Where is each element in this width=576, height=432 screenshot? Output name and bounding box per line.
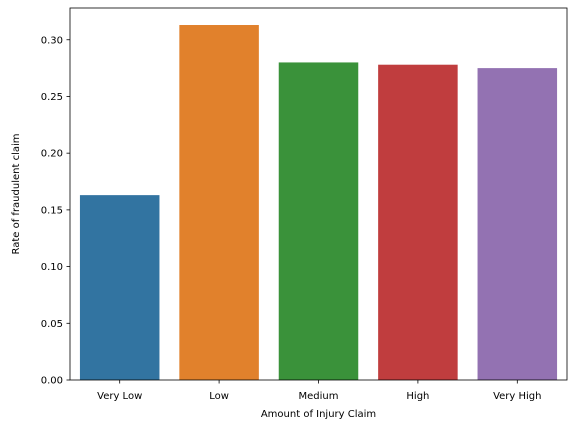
y-tick-label: 0.10	[41, 262, 63, 273]
y-tick-label: 0.25	[41, 92, 63, 103]
y-tick-label: 0.15	[41, 205, 63, 216]
bars-group	[79, 25, 558, 381]
y-tick-label: 0.05	[41, 319, 63, 330]
axes-spines	[69, 7, 568, 381]
y-axis-ticks: 0.00 0.05 0.10 0.15 0.20 0.25 0.30	[41, 35, 70, 387]
bar-very-low	[79, 195, 160, 380]
y-axis-label: Rate of fraudulent claim	[11, 133, 22, 254]
x-tick-label: Medium	[299, 391, 339, 402]
x-tick-label: High	[406, 391, 429, 402]
x-tick-label: Very Low	[97, 391, 142, 402]
bar-very-high	[477, 68, 558, 381]
bar-medium	[278, 62, 359, 380]
x-axis-ticks: Very Low Low Medium High Very High	[97, 380, 542, 402]
y-tick-label: 0.30	[41, 35, 63, 46]
bar-low	[179, 25, 259, 380]
x-tick-label: Very High	[493, 391, 541, 402]
axes-frame	[69, 7, 568, 381]
x-axis-label: Amount of Injury Claim	[261, 409, 376, 420]
bar-high	[378, 64, 458, 381]
x-tick-label: Low	[209, 391, 229, 402]
y-tick-label: 0.20	[41, 149, 63, 160]
y-tick-label: 0.00	[41, 376, 63, 387]
